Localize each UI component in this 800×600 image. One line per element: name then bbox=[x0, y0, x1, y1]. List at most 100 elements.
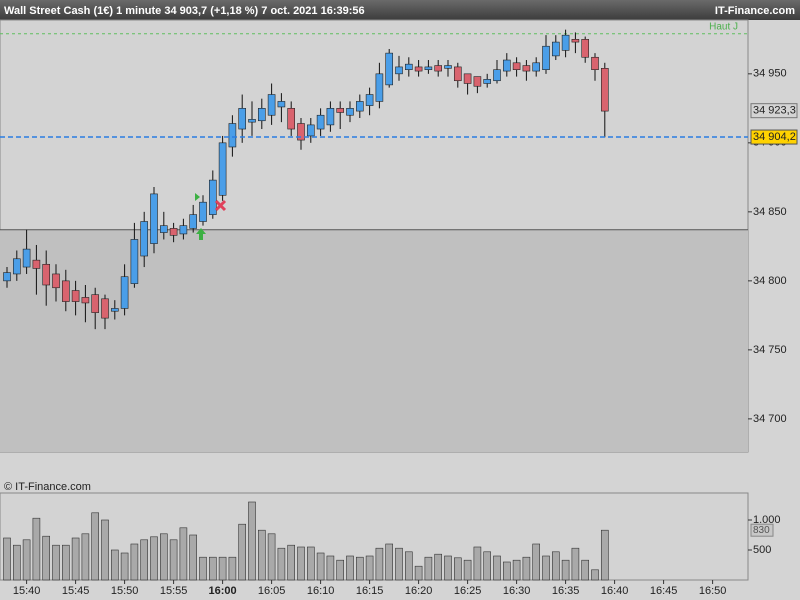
candle-body bbox=[81, 297, 90, 304]
volume-bar bbox=[336, 559, 345, 581]
candle-body bbox=[346, 108, 354, 116]
candle-body bbox=[444, 65, 452, 69]
y-tick-label: 34 800 bbox=[753, 275, 787, 287]
volume-bar bbox=[434, 553, 443, 581]
candle-body bbox=[277, 101, 286, 108]
x-tick-label: 15:50 bbox=[111, 585, 139, 597]
volume-bar bbox=[326, 555, 335, 581]
candle-body bbox=[209, 179, 217, 215]
x-tick-label: 16:40 bbox=[601, 585, 629, 597]
volume-bar bbox=[169, 539, 178, 581]
x-tick-label: 16:05 bbox=[258, 585, 286, 597]
candle-body bbox=[502, 59, 511, 72]
y-tick-label: 34 750 bbox=[753, 344, 787, 356]
source: IT-Finance.com bbox=[715, 5, 795, 17]
volume-bar bbox=[355, 556, 364, 581]
candle-body bbox=[463, 73, 472, 84]
candle-body bbox=[42, 263, 51, 286]
volume-bar bbox=[140, 539, 148, 581]
candle-body bbox=[130, 239, 139, 284]
candle-body bbox=[522, 65, 531, 72]
volume-bar bbox=[404, 551, 413, 581]
volume-bar bbox=[453, 557, 462, 581]
volume-bar bbox=[130, 543, 139, 581]
x-tick-label: 16:30 bbox=[503, 585, 531, 597]
volume-bar bbox=[199, 556, 207, 581]
candle-body bbox=[581, 39, 590, 58]
candle-body bbox=[248, 119, 256, 123]
volume-tick-label: 1.000 bbox=[753, 514, 781, 526]
volume-bar bbox=[483, 551, 492, 581]
reference-label: 34 923,3 bbox=[753, 105, 796, 117]
candle-body bbox=[287, 108, 296, 130]
volume-bar bbox=[297, 546, 305, 581]
candle-body bbox=[493, 69, 501, 82]
candle-body bbox=[111, 308, 119, 312]
volume-bar bbox=[444, 555, 452, 581]
candle-body bbox=[404, 63, 413, 70]
volume-bar bbox=[375, 547, 384, 581]
candle-body bbox=[267, 94, 276, 116]
candle-body bbox=[22, 248, 31, 268]
candle-body bbox=[228, 123, 237, 148]
candle-body bbox=[600, 68, 609, 112]
volume-bar bbox=[542, 555, 550, 581]
candle-body bbox=[375, 73, 384, 102]
candle-body bbox=[306, 124, 315, 137]
volume-bar bbox=[463, 559, 472, 581]
candle-body bbox=[355, 101, 364, 112]
x-tick-label: 16:10 bbox=[307, 585, 335, 597]
candle-body bbox=[571, 39, 580, 43]
x-tick-label: 16:35 bbox=[552, 585, 580, 597]
copyright: © IT-Finance.com bbox=[4, 481, 91, 493]
volume-bar bbox=[551, 551, 560, 581]
candle-body bbox=[179, 225, 188, 235]
signal-arrow bbox=[196, 228, 206, 240]
candle-body bbox=[61, 280, 70, 302]
candle-body bbox=[483, 79, 492, 84]
candle-body bbox=[591, 56, 599, 70]
candle-body bbox=[71, 290, 80, 302]
volume-bar bbox=[385, 543, 394, 581]
candle-body bbox=[91, 294, 99, 313]
volume-bar bbox=[71, 537, 80, 581]
candle-body bbox=[238, 108, 246, 130]
volume-bar bbox=[316, 552, 325, 581]
volume-bar bbox=[22, 539, 31, 581]
x-tick-label: 16:15 bbox=[356, 585, 384, 597]
candle-body bbox=[561, 34, 570, 51]
volume-bar bbox=[111, 549, 119, 581]
candle-body bbox=[385, 52, 394, 86]
volume-bar bbox=[277, 547, 286, 581]
candle-body bbox=[395, 66, 403, 75]
candle-body bbox=[140, 221, 148, 257]
day-high-label: Haut J bbox=[709, 21, 738, 32]
volume-bar bbox=[267, 533, 276, 581]
candle-body bbox=[3, 272, 11, 282]
volume-bar bbox=[571, 547, 580, 581]
candle-body bbox=[434, 65, 443, 72]
candle-body bbox=[101, 298, 109, 319]
candle-body bbox=[150, 193, 158, 244]
candle-body bbox=[551, 41, 560, 57]
volume-bar bbox=[248, 501, 256, 581]
volume-bar bbox=[228, 556, 237, 581]
volume-bar bbox=[257, 529, 266, 581]
candle-body bbox=[13, 258, 21, 275]
volume-bar bbox=[591, 569, 599, 581]
candle-body bbox=[160, 225, 168, 233]
x-tick-label: 15:45 bbox=[62, 585, 90, 597]
volume-bar bbox=[512, 559, 521, 581]
candle-body bbox=[336, 108, 345, 113]
volume-bar bbox=[81, 533, 90, 581]
volume-bar bbox=[522, 556, 531, 581]
candle-body bbox=[453, 66, 462, 82]
candle-body bbox=[532, 62, 541, 72]
volume-bar bbox=[3, 537, 11, 581]
volume-bar bbox=[306, 546, 315, 581]
x-tick-label: 16:50 bbox=[699, 585, 727, 597]
volume-tick-label: 500 bbox=[753, 544, 771, 556]
candle-body bbox=[326, 108, 335, 126]
candle-body bbox=[218, 142, 227, 196]
